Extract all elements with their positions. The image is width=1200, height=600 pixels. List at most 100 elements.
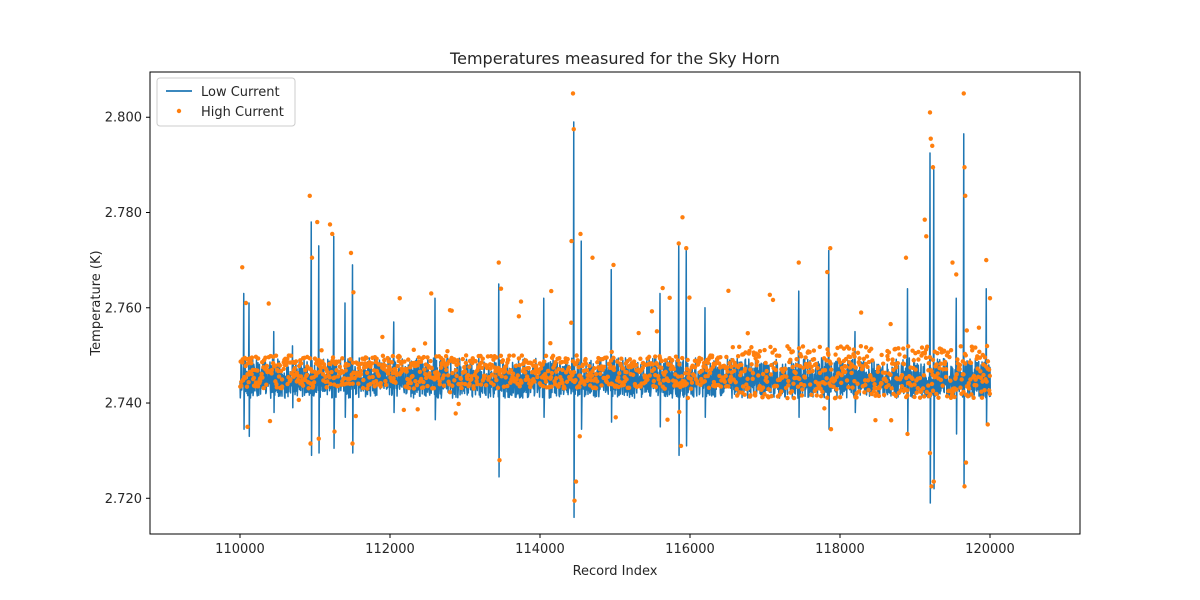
high-current-point — [380, 353, 386, 358]
high-current-point — [875, 369, 880, 375]
high-current-point — [538, 366, 544, 371]
high-current-point — [582, 382, 587, 387]
high-current-point — [807, 361, 812, 366]
high-current-point — [753, 356, 758, 361]
high-current-point — [800, 387, 805, 392]
high-current-point — [984, 343, 990, 349]
high-current-point — [611, 365, 617, 370]
y-axis: 2.720 2.740 2.760 2.780 2.800 — [105, 111, 150, 507]
high-current-point — [850, 385, 855, 390]
high-current-point — [915, 385, 920, 391]
high-current-point — [927, 392, 933, 397]
high-current-extreme-point — [447, 307, 453, 313]
high-current-point — [255, 356, 261, 361]
high-current-point — [489, 372, 495, 377]
high-current-point — [488, 366, 493, 371]
high-current-point — [685, 395, 691, 401]
high-current-point — [522, 370, 528, 375]
high-current-point — [865, 378, 871, 383]
high-current-point — [811, 357, 817, 362]
high-current-point — [713, 361, 718, 366]
high-current-point — [380, 334, 385, 340]
high-current-point — [911, 358, 916, 363]
high-current-point — [768, 344, 773, 350]
high-current-extreme-point — [825, 269, 830, 275]
high-current-point — [824, 376, 829, 381]
high-current-point — [624, 377, 629, 382]
high-current-point — [325, 379, 330, 384]
legend-high-current-label: High Current — [201, 105, 284, 120]
high-current-point — [791, 395, 797, 401]
high-current-point — [624, 369, 629, 375]
high-current-point — [395, 363, 400, 369]
high-current-point — [505, 383, 510, 389]
high-current-point — [748, 393, 753, 398]
high-current-extreme-point — [954, 272, 959, 277]
high-current-point — [779, 389, 784, 394]
high-current-point — [378, 384, 383, 389]
high-current-point — [895, 360, 900, 366]
high-current-point — [728, 379, 733, 384]
high-current-point — [462, 381, 468, 387]
high-current-point — [410, 373, 415, 379]
high-current-point — [970, 348, 975, 353]
high-current-point — [493, 374, 498, 379]
high-current-point — [565, 356, 570, 362]
high-current-point — [860, 364, 866, 369]
high-current-point — [267, 418, 273, 424]
high-current-point — [876, 364, 881, 370]
high-current-point — [264, 382, 269, 387]
high-current-point — [754, 359, 760, 364]
high-current-point — [839, 380, 844, 386]
high-current-point — [849, 370, 854, 376]
high-current-point — [722, 379, 727, 385]
high-current-point — [609, 349, 614, 355]
high-current-point — [854, 395, 859, 400]
high-current-point — [901, 346, 906, 351]
high-current-point — [402, 359, 407, 364]
high-current-point — [295, 377, 301, 383]
high-current-point — [940, 383, 945, 388]
high-current-extreme-point — [569, 238, 574, 244]
high-current-point — [266, 301, 271, 306]
high-current-point — [389, 360, 394, 365]
high-current-point — [631, 359, 637, 364]
high-current-point — [300, 383, 306, 388]
high-current-point — [777, 353, 782, 359]
high-current-point — [653, 384, 659, 390]
high-current-point — [750, 376, 755, 381]
high-current-point — [328, 381, 333, 387]
high-current-point — [745, 376, 750, 382]
high-current-point — [645, 377, 650, 382]
high-current-point — [533, 363, 539, 368]
high-current-point — [726, 288, 731, 294]
high-current-point — [926, 383, 931, 388]
high-current-point — [458, 375, 463, 381]
high-current-point — [288, 353, 294, 358]
high-current-point — [374, 356, 379, 361]
high-current-point — [756, 373, 761, 378]
high-current-point — [437, 382, 443, 387]
high-current-point — [459, 385, 464, 391]
high-current-point — [846, 384, 851, 390]
high-current-point — [319, 348, 324, 353]
high-current-extreme-point — [496, 260, 501, 265]
high-current-point — [920, 386, 926, 391]
high-current-point — [782, 366, 788, 371]
high-current-point — [447, 390, 453, 395]
high-current-point — [573, 378, 578, 383]
high-current-point — [647, 373, 652, 378]
high-current-point — [971, 395, 976, 400]
high-current-point — [969, 392, 974, 397]
high-current-point — [542, 372, 548, 377]
high-current-point — [802, 383, 807, 388]
high-current-point — [406, 385, 412, 391]
high-current-extreme-point — [578, 231, 583, 237]
high-current-point — [269, 367, 275, 373]
high-current-point — [917, 395, 923, 400]
high-current-point — [969, 344, 975, 349]
high-current-point — [977, 355, 983, 360]
high-current-point — [560, 367, 565, 373]
high-current-point — [740, 384, 746, 389]
high-current-point — [521, 366, 527, 372]
